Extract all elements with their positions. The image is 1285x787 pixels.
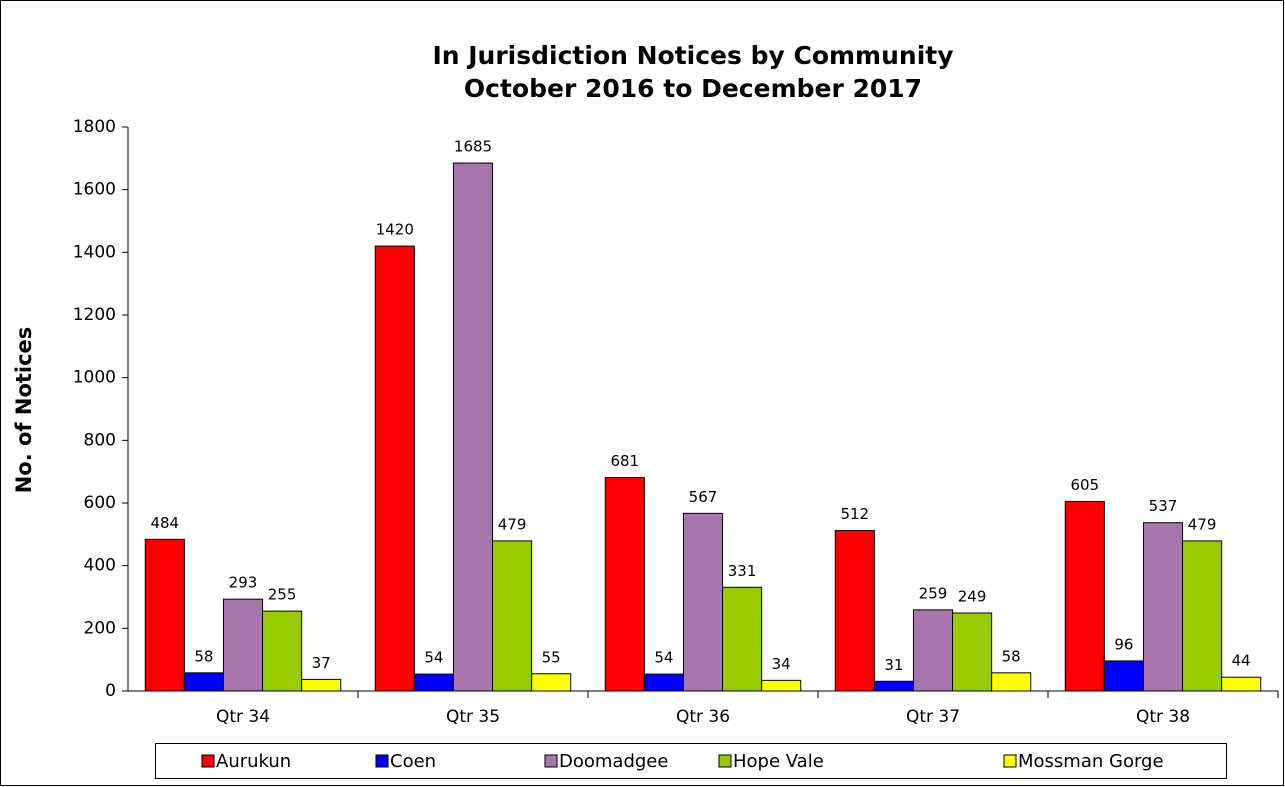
legend-swatch — [375, 754, 389, 768]
y-tick-label: 1200 — [73, 305, 116, 325]
y-tick-label: 800 — [84, 430, 116, 450]
y-tick-label: 400 — [84, 556, 116, 576]
bar — [834, 530, 875, 692]
bar — [374, 245, 415, 692]
legend-label: Mossman Gorge — [1018, 751, 1164, 772]
bar — [183, 672, 224, 692]
bar — [873, 680, 914, 692]
value-label: 293 — [229, 574, 258, 592]
bar — [643, 673, 684, 692]
bar — [761, 679, 802, 692]
value-label: 605 — [1070, 476, 1099, 494]
chart-subtitle: October 2016 to December 2017 — [464, 74, 922, 103]
value-label: 331 — [728, 562, 757, 580]
value-label: 58 — [194, 647, 213, 665]
value-label: 484 — [150, 514, 179, 532]
bar — [682, 512, 724, 692]
bar — [301, 678, 342, 692]
value-label: 34 — [772, 655, 791, 673]
y-tick-label: 1400 — [73, 242, 116, 262]
y-axis-label: No. of Notices — [12, 327, 36, 494]
chart-title: In Jurisdiction Notices by Community — [432, 41, 953, 70]
x-tick-label: Qtr 35 — [446, 707, 500, 727]
legend-swatch — [1003, 754, 1017, 768]
value-label: 54 — [424, 649, 443, 667]
legend-label: Aurukun — [216, 751, 291, 772]
bar — [413, 673, 454, 692]
bar — [222, 598, 264, 692]
y-tick-label: 1000 — [73, 368, 116, 388]
x-tick-label: Qtr 38 — [1136, 707, 1190, 727]
value-label: 537 — [1149, 497, 1178, 515]
bar — [1221, 676, 1262, 692]
bar — [531, 673, 572, 692]
bar — [722, 586, 763, 692]
value-label: 249 — [958, 587, 987, 605]
value-label: 479 — [498, 515, 527, 533]
bar — [492, 540, 533, 692]
value-label: 567 — [689, 488, 718, 506]
value-label: 54 — [654, 649, 673, 667]
legend-swatch — [544, 754, 558, 768]
y-tick-label: 0 — [105, 681, 116, 701]
legend-label: Doomadgee — [559, 751, 668, 772]
bar — [452, 162, 494, 692]
legend-label: Coen — [390, 751, 436, 772]
value-label: 1685 — [454, 138, 492, 156]
value-label: 37 — [312, 654, 331, 672]
value-label: 44 — [1232, 652, 1251, 670]
value-label: 31 — [884, 656, 903, 674]
bar — [144, 538, 185, 692]
y-tick-label: 1800 — [73, 117, 116, 137]
bar — [262, 610, 303, 692]
legend-swatch — [718, 754, 732, 768]
bar — [1182, 540, 1223, 692]
value-label: 1420 — [376, 221, 414, 239]
y-tick-label: 200 — [84, 618, 116, 638]
bar — [912, 609, 954, 692]
bar — [952, 612, 993, 692]
value-label: 255 — [268, 586, 297, 604]
bar — [604, 477, 645, 692]
bar — [1142, 522, 1184, 692]
value-label: 681 — [610, 452, 639, 470]
legend-box — [155, 743, 1227, 779]
bar — [1064, 500, 1105, 692]
y-tick-label: 600 — [84, 493, 116, 513]
x-tick-label: Qtr 37 — [906, 707, 960, 727]
legend-label: Hope Vale — [733, 751, 824, 772]
value-label: 96 — [1114, 635, 1133, 653]
value-label: 55 — [542, 648, 561, 666]
value-label: 58 — [1002, 647, 1021, 665]
value-label: 479 — [1188, 515, 1217, 533]
value-label: 512 — [840, 505, 869, 523]
legend-swatch — [201, 754, 215, 768]
bar — [991, 672, 1032, 692]
x-tick-label: Qtr 34 — [216, 707, 270, 727]
x-tick-label: Qtr 36 — [676, 707, 730, 727]
y-tick-label: 1600 — [73, 180, 116, 200]
bar — [1103, 660, 1144, 692]
value-label: 259 — [919, 584, 948, 602]
